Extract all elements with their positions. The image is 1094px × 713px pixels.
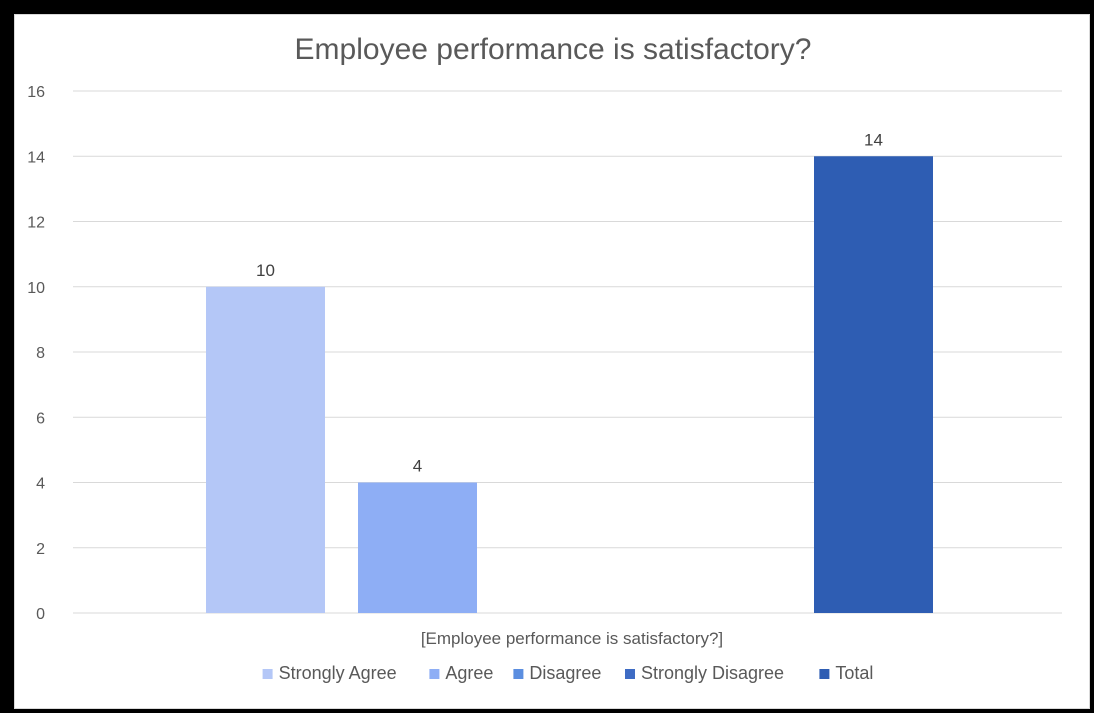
y-tick-label: 2 <box>36 541 45 558</box>
bars <box>206 156 933 613</box>
legend-label: Disagree <box>529 663 601 683</box>
y-tick-label: 12 <box>27 215 45 232</box>
y-axis-tick-labels: 0 2 4 6 8 10 12 14 16 <box>27 84 45 623</box>
data-label: 10 <box>256 261 275 280</box>
legend-item-agree: Agree <box>429 663 493 683</box>
legend-label: Strongly Agree <box>279 663 397 683</box>
y-tick-label: 14 <box>27 149 45 166</box>
y-tick-label: 16 <box>27 84 45 101</box>
legend-item-disagree: Disagree <box>513 663 601 683</box>
legend-item-total: Total <box>819 663 873 683</box>
y-tick-label: 0 <box>36 606 45 623</box>
x-category-label: [Employee performance is satisfactory?] <box>421 629 723 648</box>
data-label: 14 <box>864 130 883 149</box>
legend-label: Agree <box>445 663 493 683</box>
legend-item-strongly-disagree: Strongly Disagree <box>625 663 784 683</box>
legend-swatch <box>513 669 524 679</box>
y-tick-label: 8 <box>36 345 45 362</box>
legend-swatch <box>819 669 830 679</box>
bar-agree <box>358 482 477 613</box>
legend-swatch <box>625 669 635 679</box>
y-tick-label: 10 <box>27 280 45 297</box>
y-tick-label: 6 <box>36 410 45 427</box>
chart-panel: Employee performance is satisfactory? 0 2… <box>14 14 1090 709</box>
legend-label: Strongly Disagree <box>641 663 784 683</box>
data-label: 4 <box>413 457 422 476</box>
bar-total <box>814 156 933 613</box>
data-labels: 10 4 14 <box>256 130 883 475</box>
legend-swatch <box>429 669 440 679</box>
legend: Strongly Agree Agree Disagree Strongly Disa… <box>262 663 873 683</box>
legend-item-strongly-agree: Strongly Agree <box>262 663 397 683</box>
legend-label: Total <box>835 663 873 683</box>
y-tick-label: 4 <box>36 476 45 493</box>
bar-chart: Employee performance is satisfactory? 0 2… <box>27 33 1062 683</box>
bar-strongly-agree <box>206 286 325 613</box>
chart-title: Employee performance is satisfactory? <box>295 33 812 66</box>
legend-swatch <box>262 669 273 679</box>
